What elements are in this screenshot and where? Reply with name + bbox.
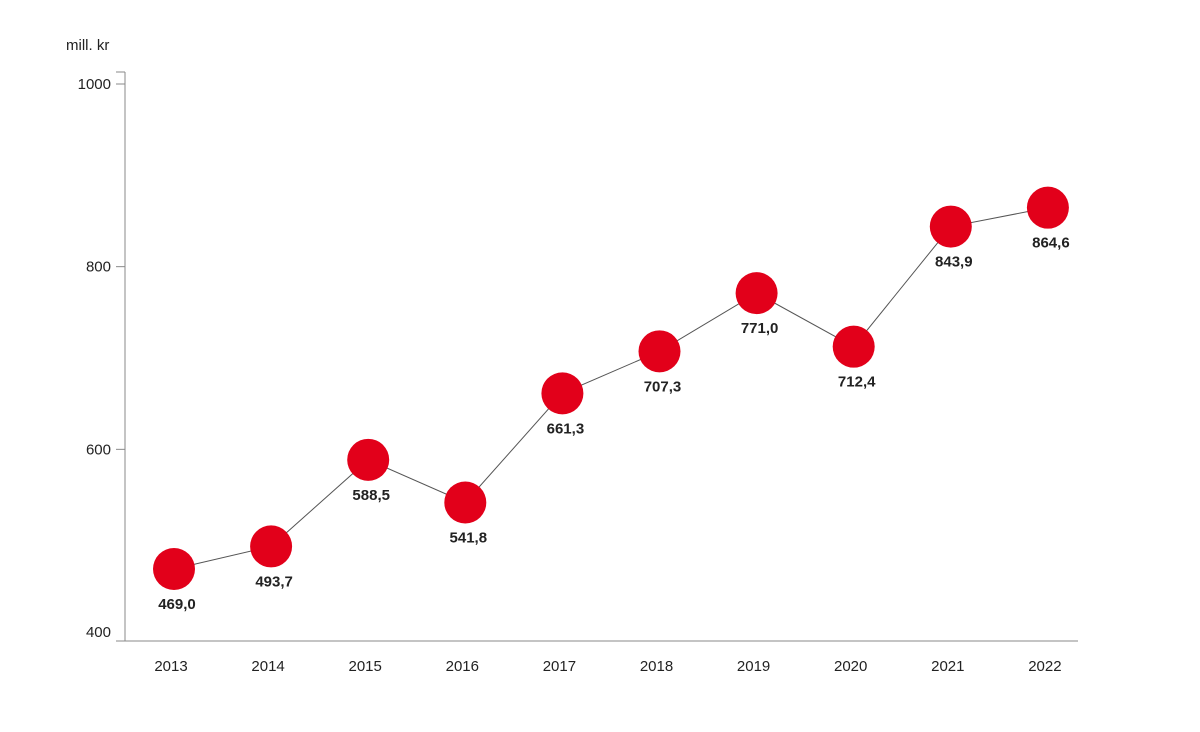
x-tick-label: 2018 xyxy=(640,658,673,675)
data-label: 843,9 xyxy=(935,254,973,271)
y-tick-label: 400 xyxy=(86,624,111,641)
data-label: 469,0 xyxy=(158,596,196,613)
data-label: 864,6 xyxy=(1032,235,1070,252)
data-point-marker xyxy=(735,272,778,315)
y-tick-label: 600 xyxy=(86,441,111,458)
x-tick-label: 2019 xyxy=(737,658,770,675)
x-tick-label: 2013 xyxy=(154,658,187,675)
x-tick-label: 2017 xyxy=(543,658,576,675)
series-total: 469,0 493,7 588,5 541,8 661,3 707,3 771,0 712,4… xyxy=(153,186,1070,613)
data-label: 661,3 xyxy=(547,420,585,437)
data-label: 541,8 xyxy=(450,529,488,546)
data-label: 707,3 xyxy=(644,378,682,395)
data-label: 712,4 xyxy=(838,374,876,391)
y-axis-ticks: 1000 800 600 400 xyxy=(78,76,125,641)
x-tick-label: 2016 xyxy=(446,658,479,675)
series-line xyxy=(173,207,1048,570)
data-point-marker xyxy=(638,330,681,373)
data-label: 588,5 xyxy=(352,487,390,504)
data-point-marker xyxy=(929,205,972,248)
data-point-marker xyxy=(250,525,293,568)
y-tick-label: 800 xyxy=(86,259,111,276)
x-tick-label: 2015 xyxy=(349,658,382,675)
y-tick-label: 1000 xyxy=(78,76,111,93)
data-label: 771,0 xyxy=(741,320,779,337)
data-point-marker xyxy=(541,372,584,415)
data-point-marker xyxy=(1026,186,1069,229)
y-axis-unit-label: mill. kr xyxy=(66,37,109,54)
data-label: 493,7 xyxy=(255,573,293,590)
x-tick-label: 2020 xyxy=(834,658,867,675)
data-point-marker xyxy=(832,325,875,368)
x-axis-ticks: 2013 2014 2015 2016 2017 2018 2019 2020 2021 2022 xyxy=(154,658,1061,675)
x-tick-label: 2014 xyxy=(251,658,284,675)
data-point-marker xyxy=(347,438,390,481)
x-tick-label: 2022 xyxy=(1028,658,1061,675)
data-point-marker xyxy=(153,547,195,590)
data-point-marker xyxy=(444,481,487,524)
x-tick-label: 2021 xyxy=(931,658,964,675)
